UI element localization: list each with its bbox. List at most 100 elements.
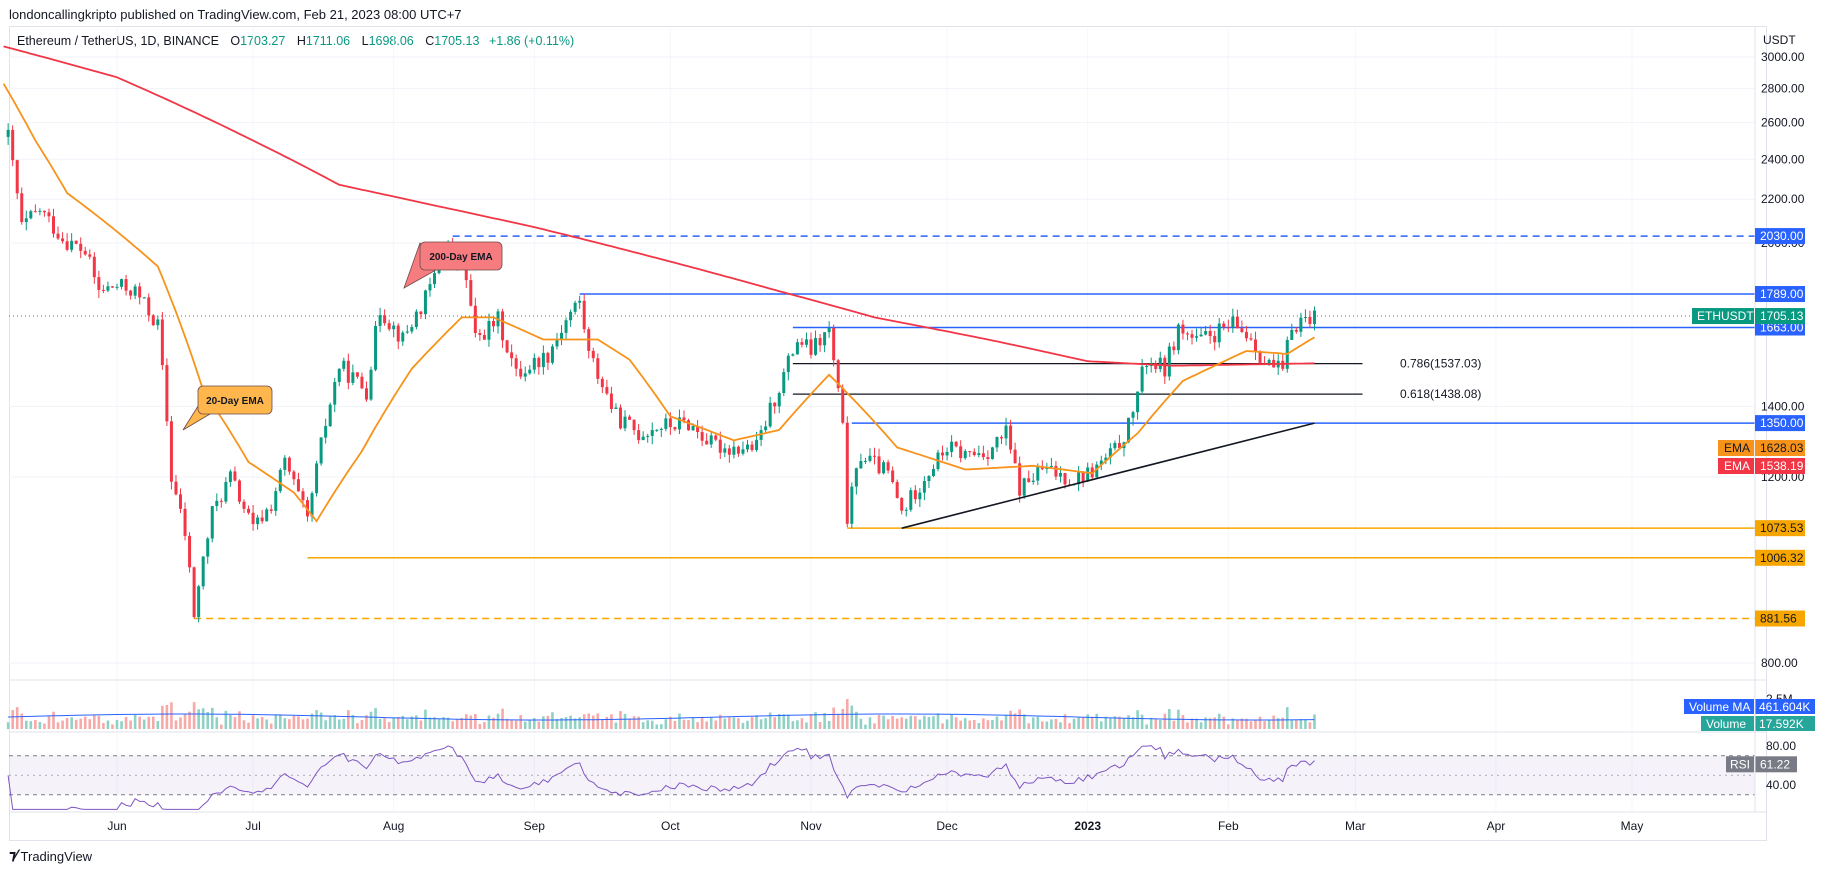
price-tick-label: 1400.00: [1761, 399, 1805, 413]
volume-bar: [1136, 710, 1139, 729]
ema-lines: [2, 45, 1315, 523]
callout-200-label: 200-Day EMA: [429, 252, 492, 263]
candle-body: [950, 441, 954, 452]
volume-bar: [569, 715, 572, 729]
volume-bar: [1031, 717, 1035, 729]
candle-body: [101, 289, 105, 291]
volume-bar: [460, 717, 464, 729]
candle-body: [677, 417, 681, 430]
candle-body: [1190, 334, 1194, 338]
candle-body: [1281, 360, 1285, 369]
candle-body: [972, 451, 976, 456]
volume-bar: [977, 723, 981, 729]
time-axis: Jun Jul Aug Sep Oct Nov Dec 2023 Feb Mar Apr May: [9, 811, 1767, 833]
volume-bar: [673, 721, 677, 729]
candle-body: [387, 323, 391, 330]
volume-ma-value: 461.604K: [1759, 700, 1810, 714]
level-tag-label: 1789.00: [1760, 287, 1804, 301]
volume-ma-tag-label: Volume MA: [1689, 700, 1750, 714]
last-price-tag-label: 1705.13: [1760, 309, 1804, 323]
candle-body: [51, 216, 55, 234]
candle-body: [827, 327, 831, 333]
candle-body: [1208, 330, 1212, 337]
volume-bar: [301, 719, 305, 729]
volume-bar: [669, 716, 672, 729]
volume-bar: [174, 720, 178, 729]
candle-body: [723, 448, 727, 453]
volume-bar: [274, 714, 278, 729]
candle-body: [904, 509, 908, 511]
volume-bar: [333, 715, 337, 729]
candle-body: [74, 240, 78, 244]
volume-bar: [201, 708, 205, 729]
volume-bar: [74, 719, 78, 729]
volume-bar: [410, 716, 414, 729]
volume-bar: [474, 713, 477, 729]
volume-bar: [242, 720, 246, 729]
volume-bar: [161, 705, 164, 729]
candle-body: [786, 355, 790, 373]
candle-body: [1145, 366, 1149, 368]
volume-bar: [501, 708, 504, 729]
volume-bar: [1095, 713, 1099, 729]
candle-body: [197, 586, 201, 618]
volume-bar: [932, 716, 935, 729]
candle-body: [1140, 366, 1144, 392]
candle-body: [1113, 442, 1117, 449]
volume-bar: [1013, 713, 1017, 729]
candle-body: [519, 368, 523, 377]
candle-body: [945, 451, 949, 456]
candle-body: [156, 319, 160, 326]
volume-bar: [351, 714, 355, 729]
volume-bar: [737, 718, 740, 729]
candle-body: [750, 444, 754, 451]
candle-body: [727, 448, 731, 455]
candle-body: [845, 422, 849, 524]
volume-bar: [288, 719, 291, 729]
volume-bar: [650, 720, 654, 729]
volume-bar: [56, 722, 60, 729]
ema-tag-value-label: 1628.03: [1760, 441, 1804, 455]
candle-body: [333, 381, 337, 405]
volume-bar: [65, 718, 69, 729]
candle-body: [206, 538, 210, 557]
candle-body: [564, 320, 568, 333]
volume-bar: [968, 720, 972, 729]
volume-bar: [623, 713, 627, 729]
candle-body: [70, 240, 74, 250]
fib-label: 0.618(1438.08): [1400, 387, 1481, 401]
candle-body: [1058, 473, 1062, 477]
symbol-title[interactable]: Ethereum / TetherUS, 1D, BINANCE: [17, 34, 219, 48]
candle-body: [1127, 417, 1131, 443]
time-tick-label: Jun: [107, 819, 126, 833]
volume-bar: [1295, 719, 1298, 729]
candle-body: [351, 372, 355, 383]
volume-bar: [469, 715, 473, 729]
candle-body: [160, 319, 164, 366]
candle-body: [83, 250, 87, 255]
volume-bar: [1231, 718, 1235, 729]
candle-body: [1244, 331, 1248, 339]
candle-body: [378, 315, 382, 326]
candle-body: [705, 440, 709, 445]
ema-tag-name: [1718, 458, 1754, 474]
volume-bar: [791, 721, 795, 729]
tradingview-logo[interactable]: ⁊⁄ TradingView: [9, 848, 92, 864]
candle-body: [700, 432, 704, 441]
volume-bar: [777, 713, 781, 729]
candle-body: [863, 460, 867, 462]
callout-20: [197, 385, 273, 415]
volume-bar: [1154, 719, 1158, 729]
volume-bar: [750, 717, 754, 729]
callout-200: [419, 241, 503, 271]
volume-bar: [396, 717, 400, 729]
volume-bar: [278, 714, 282, 729]
volume-bar: [415, 715, 418, 729]
candle-body: [1158, 357, 1162, 370]
volume-bar: [941, 723, 944, 729]
volume-bar: [1072, 718, 1076, 729]
candle-body: [487, 321, 491, 340]
volume-bar: [1041, 721, 1044, 729]
candle-body: [650, 430, 654, 436]
